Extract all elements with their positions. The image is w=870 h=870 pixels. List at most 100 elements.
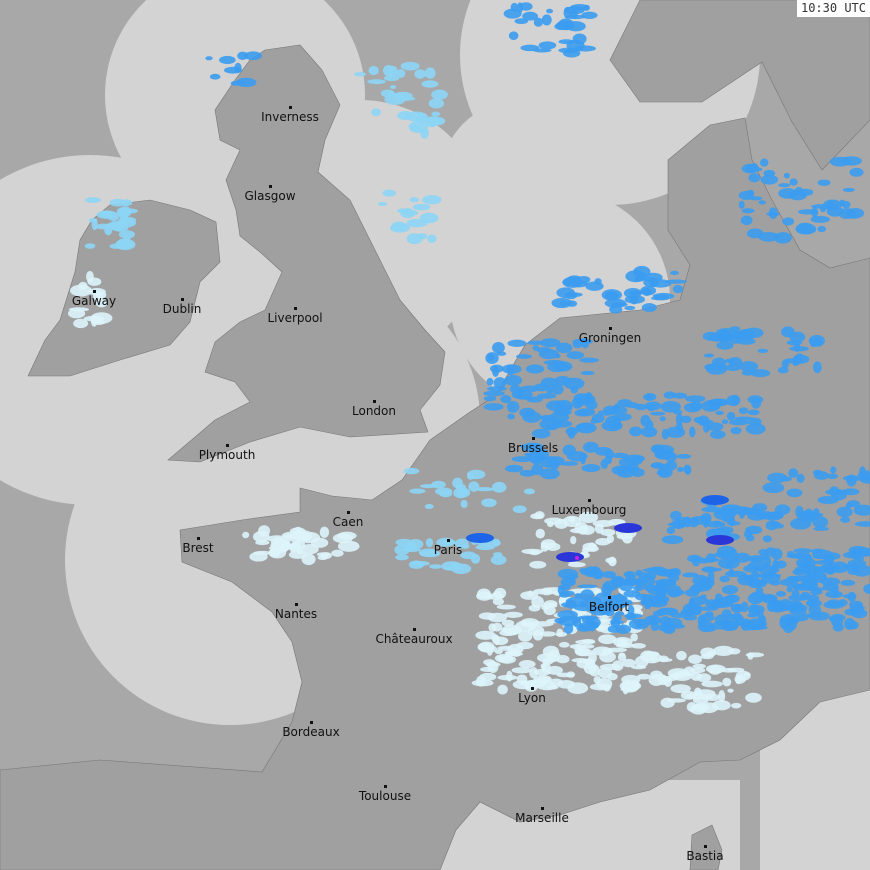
rain-cell	[756, 579, 768, 587]
rain-cell	[529, 550, 541, 556]
rain-cell	[793, 548, 813, 554]
rain-cell	[490, 554, 507, 565]
rain-cell	[571, 658, 589, 663]
rain-cell	[506, 400, 520, 413]
rain-cell	[757, 348, 769, 353]
rain-cell	[654, 448, 661, 457]
rain-cell	[672, 670, 693, 682]
city-label: Caen	[332, 515, 364, 529]
rain-cell	[471, 679, 494, 687]
rain-cell	[728, 648, 741, 655]
rain-cell	[442, 539, 456, 546]
rain-cell	[737, 329, 755, 341]
rain-cell	[551, 297, 573, 309]
rain-cell	[607, 625, 621, 633]
rain-cell	[661, 428, 669, 440]
rain-cell	[425, 538, 434, 548]
rain-cell	[747, 395, 764, 404]
rain-cell	[570, 280, 588, 288]
rain-cell	[281, 543, 293, 550]
rain-cell	[461, 543, 470, 549]
rain-cell	[441, 561, 462, 571]
rain-cell-heavy	[466, 533, 494, 543]
rain-cell	[817, 225, 827, 233]
rain-cell	[107, 213, 120, 222]
rain-cell	[577, 584, 598, 589]
rain-cell	[460, 551, 477, 560]
rain-cell	[621, 658, 636, 668]
rain-cell	[747, 409, 760, 416]
rain-cell	[538, 41, 557, 50]
rain-cell	[747, 652, 754, 660]
rain-cell	[795, 505, 804, 518]
rain-cell	[629, 293, 639, 305]
rain-cell	[492, 341, 505, 354]
rain-cell	[539, 414, 556, 421]
rain-cell	[514, 18, 529, 25]
rain-cell	[500, 395, 512, 404]
rain-cell	[547, 362, 568, 373]
rain-cell	[722, 677, 732, 687]
rain-cell	[624, 305, 636, 311]
rain-cell	[645, 393, 653, 401]
rain-cell	[812, 361, 822, 374]
rain-cell	[91, 319, 105, 326]
rain-cell	[716, 545, 736, 557]
rain-cell	[688, 654, 702, 665]
rain-cell	[813, 526, 829, 531]
rain-cell	[728, 517, 736, 527]
rain-cell	[649, 620, 657, 625]
rain-cell	[789, 518, 812, 530]
rain-cell	[568, 515, 576, 523]
rain-cell	[580, 525, 595, 535]
rain-cell	[675, 422, 684, 434]
rain-cell	[747, 555, 766, 563]
rain-cell	[480, 666, 496, 673]
rain-cell	[842, 488, 860, 496]
rain-cell	[750, 571, 760, 578]
rain-cell	[690, 667, 706, 674]
rain-cell	[382, 189, 397, 197]
rain-cell	[88, 288, 106, 296]
rain-cell	[676, 454, 692, 459]
city-marker	[609, 327, 612, 330]
city-marker	[294, 307, 297, 310]
rain-cell	[527, 340, 545, 346]
rain-cell	[424, 503, 434, 510]
rain-cell	[794, 186, 804, 195]
rain-cell	[795, 223, 817, 235]
rain-cell	[810, 339, 817, 348]
rain-cell	[483, 395, 497, 402]
city-marker	[347, 511, 350, 514]
rain-cell	[605, 291, 612, 299]
rain-cell	[539, 456, 560, 468]
rain-cell	[616, 599, 633, 606]
rain-cell	[730, 506, 738, 517]
rain-cell	[830, 466, 837, 474]
rain-cell	[412, 203, 431, 211]
city-label: Lyon	[518, 691, 546, 705]
rain-cell	[605, 557, 616, 564]
precipitation-layer	[67, 2, 870, 715]
rain-cell	[763, 169, 776, 177]
timestamp-label: 10:30 UTC	[796, 0, 870, 17]
rain-cell	[804, 508, 814, 521]
rain-cell	[853, 504, 870, 516]
rain-cell	[610, 619, 624, 625]
rain-cell	[683, 464, 692, 474]
rain-cell	[377, 201, 388, 207]
rain-cell	[390, 223, 411, 233]
rain-cell	[546, 423, 556, 430]
rain-cell	[758, 200, 767, 205]
rain-cell	[621, 683, 639, 693]
city-marker	[384, 785, 387, 788]
rain-cell	[826, 473, 839, 479]
city-marker	[541, 807, 544, 810]
city-label: Glasgow	[244, 189, 296, 203]
rain-cell	[524, 679, 539, 692]
city-label: Inverness	[261, 110, 319, 124]
rain-cell	[745, 692, 762, 703]
city-marker	[269, 185, 272, 188]
